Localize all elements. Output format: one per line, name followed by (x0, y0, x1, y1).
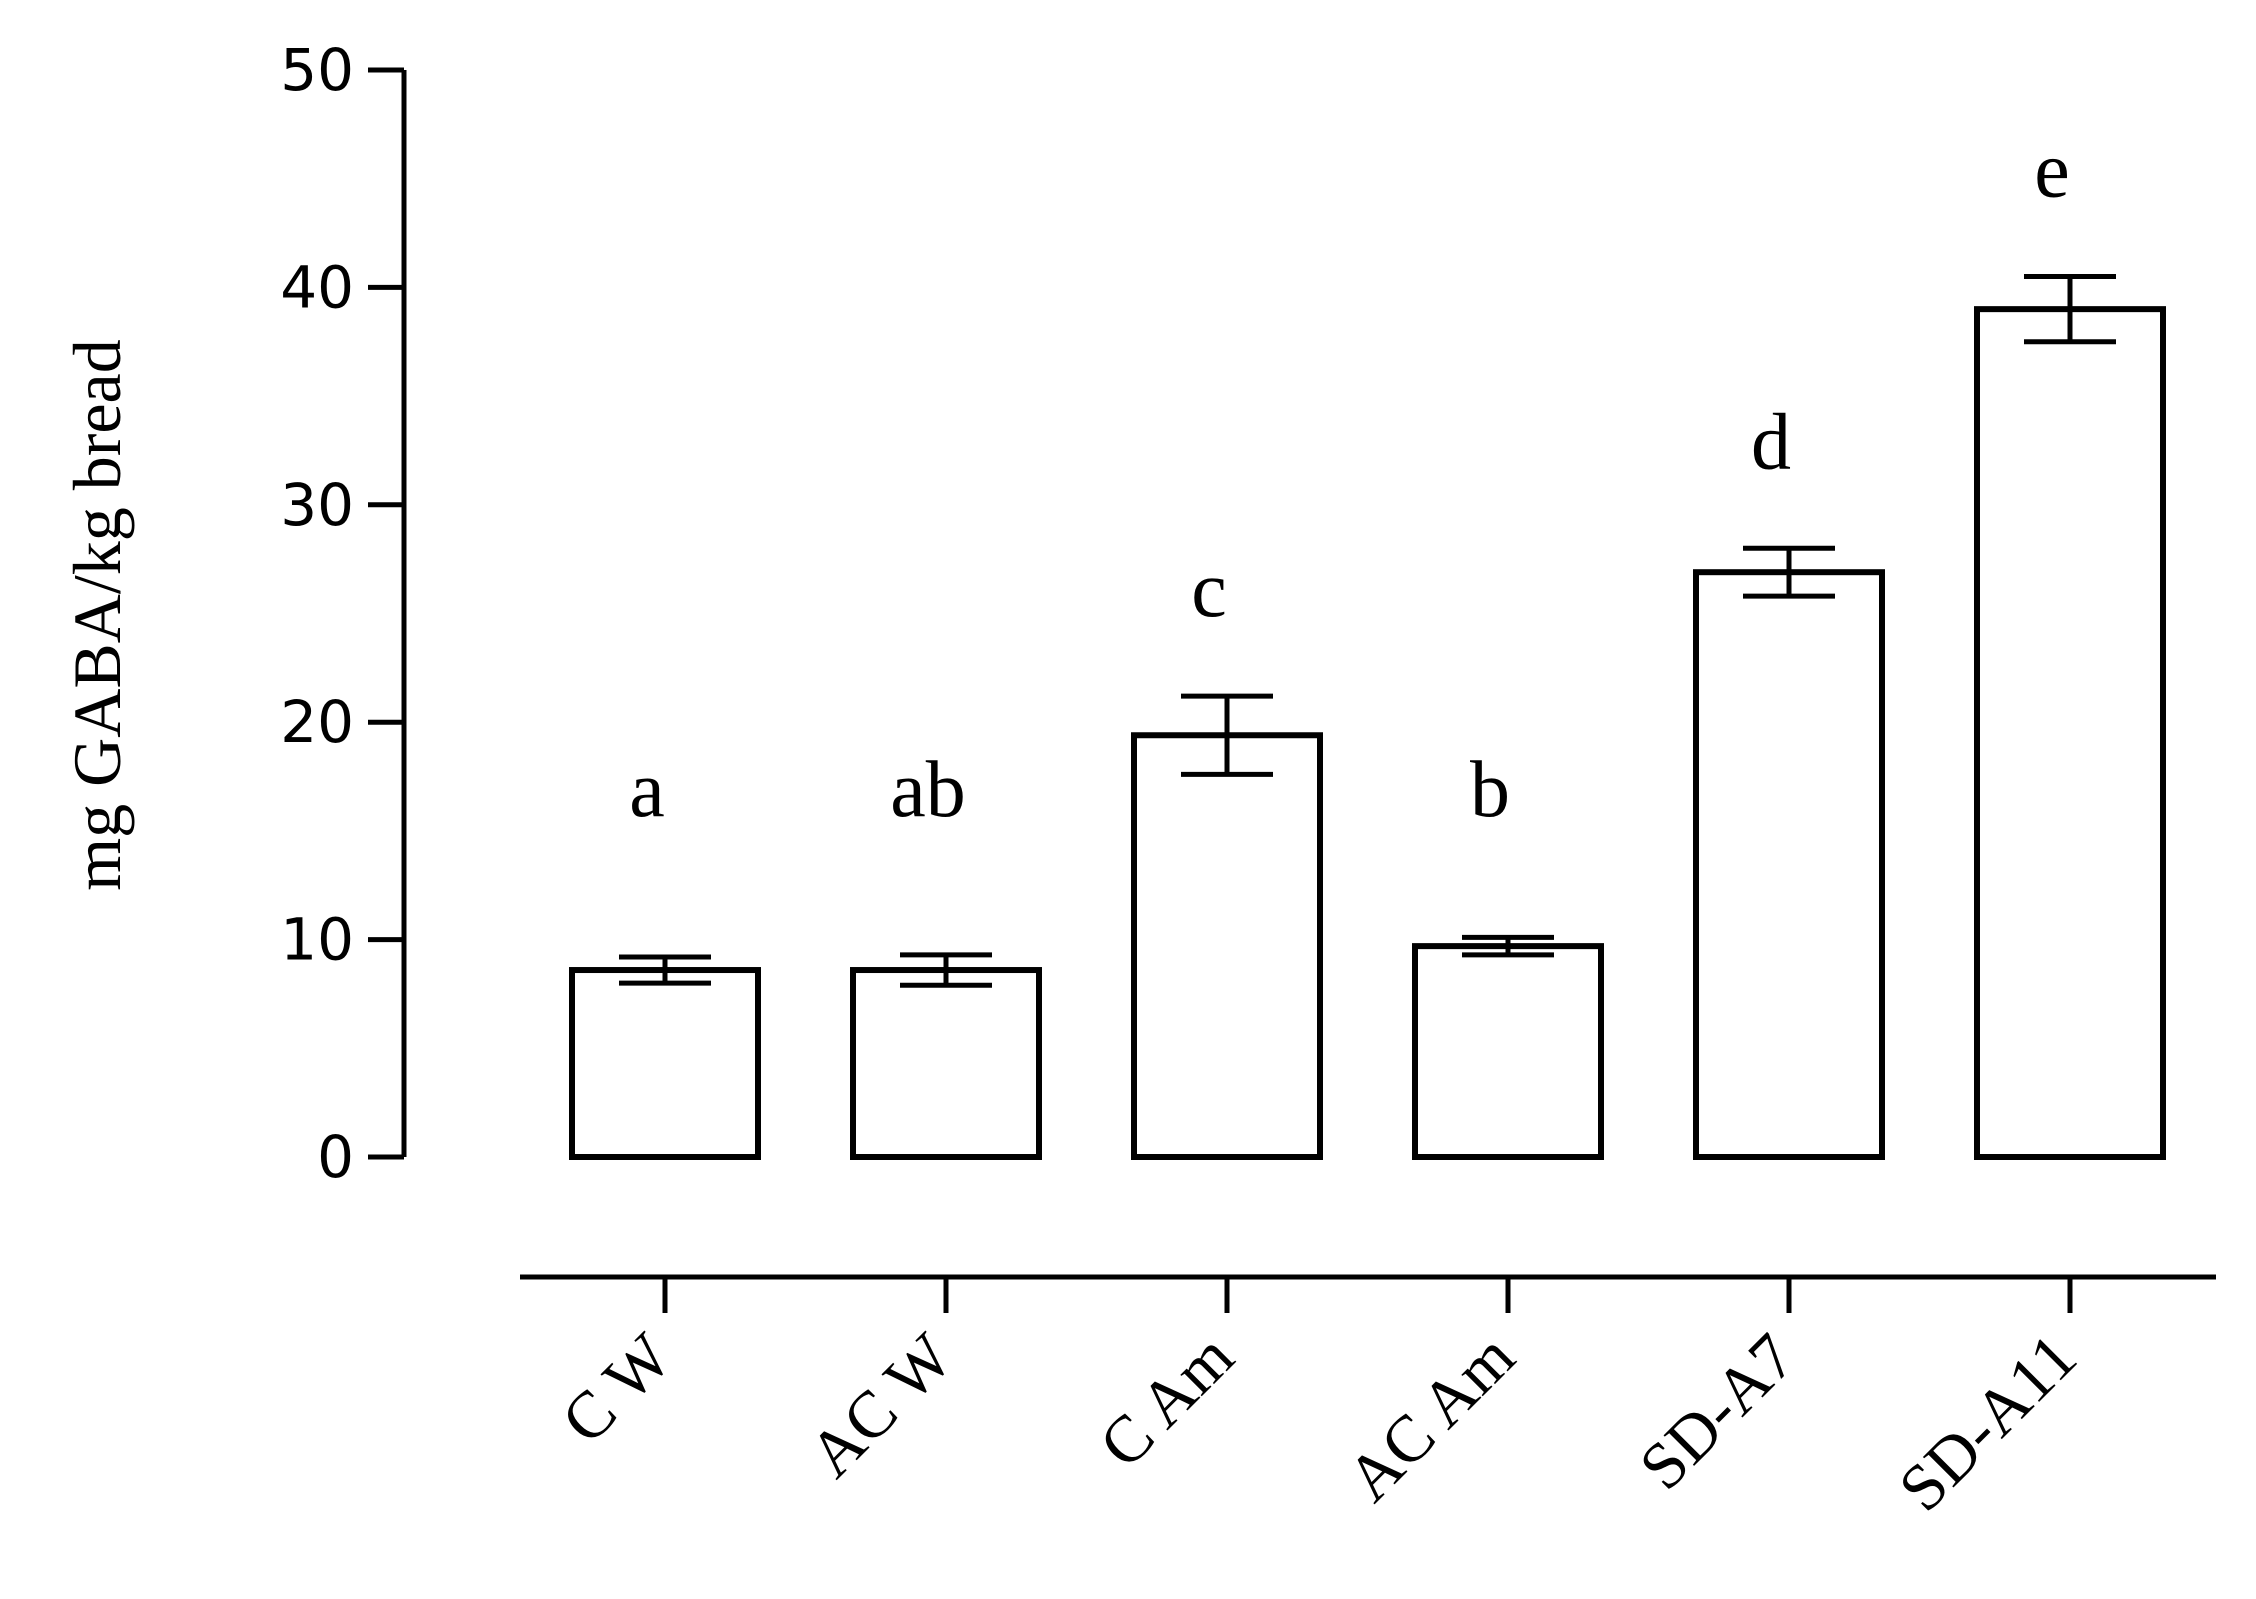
y-tick-label: 40 (280, 253, 354, 321)
y-axis: 0 10 20 30 40 50 (280, 36, 407, 1191)
significance-letter: d (1751, 398, 1791, 486)
y-axis-label: mg GABA/kg bread (59, 339, 135, 890)
error-bars (619, 274, 2116, 988)
bar (569, 967, 761, 1161)
x-tick-label: AC Am (1333, 1320, 1529, 1516)
x-tick-label: SD-A7 (1626, 1320, 1810, 1504)
y-tick-label: 10 (280, 906, 354, 974)
bar (1974, 306, 2166, 1160)
significance-letter: ab (890, 746, 966, 834)
bar (1693, 569, 1885, 1160)
significance-letters: a ab c b d e (629, 127, 2070, 835)
y-tick-label: 50 (280, 36, 354, 104)
significance-letter: b (1470, 746, 1510, 834)
significance-letter: e (2034, 127, 2070, 215)
x-axis: C W AC W C Am AC Am SD-A7 SD-A11 (520, 1274, 2216, 1525)
y-tick-label: 0 (317, 1123, 354, 1191)
significance-letter: c (1191, 546, 1227, 634)
x-tick-label: C Am (1086, 1320, 1248, 1482)
x-tick-label: SD-A11 (1885, 1320, 2090, 1525)
y-tick-label: 20 (280, 688, 354, 756)
significance-letter: a (629, 746, 665, 834)
x-tick-label: C W (548, 1319, 686, 1457)
bars (569, 306, 2166, 1161)
bar (1412, 943, 1604, 1161)
y-tick-label: 30 (280, 471, 354, 539)
bar (850, 967, 1042, 1161)
bar (1131, 732, 1323, 1161)
x-tick-label: AC W (795, 1319, 967, 1491)
